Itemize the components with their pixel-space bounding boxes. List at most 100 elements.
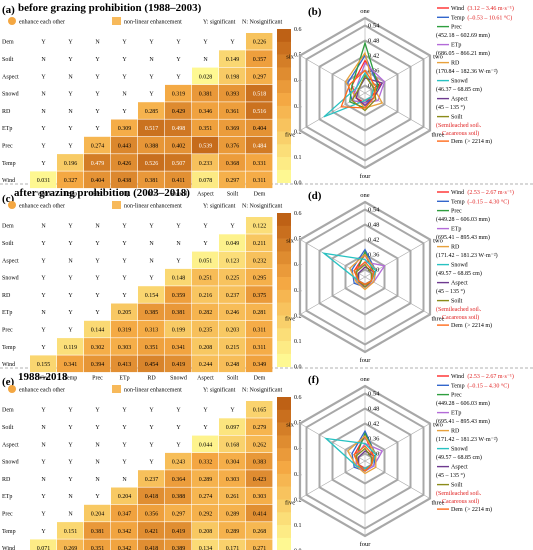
sig-mark: Y xyxy=(41,143,46,149)
heat-cell xyxy=(138,355,165,373)
heat-cell-value: 0.361 xyxy=(226,109,240,115)
heat-cell-value: 0.351 xyxy=(91,546,105,550)
sig-mark: Y xyxy=(122,293,127,299)
legend-series-name: Snowd xyxy=(451,447,468,453)
heat-cell xyxy=(246,487,273,505)
legend-series-name: Wind xyxy=(451,190,464,196)
row-label: Aspect xyxy=(2,74,19,80)
legend-series-range: (49.57 – 68.85 cm) xyxy=(436,454,482,461)
heat-cell-value: 0.271 xyxy=(253,546,267,550)
radar-axis-label: six xyxy=(286,422,294,429)
col-label: Dem xyxy=(254,376,266,382)
radar-0: (b)0.540.480.420.360.30onetwothreefourfi… xyxy=(285,5,514,180)
sig-mark: Y xyxy=(149,442,154,448)
row-label: Prec xyxy=(2,511,13,517)
legend-nonlinear: non-linear enhancement xyxy=(124,388,182,394)
heat-cell xyxy=(246,401,273,418)
heat-cell-value: 0.375 xyxy=(253,293,267,299)
colorbar-step xyxy=(277,93,291,107)
heat-cell-value: 0.289 xyxy=(226,511,240,517)
sig-mark: N xyxy=(122,477,127,483)
heat-cell-value: 0.171 xyxy=(226,546,240,550)
sig-mark: Y xyxy=(122,241,127,247)
row-label: Snowd xyxy=(2,460,19,466)
colorbar-step xyxy=(277,525,291,539)
legend-series-name: Prec xyxy=(451,393,462,399)
radar-spoke xyxy=(299,92,366,131)
heat-cell-value: 0.243 xyxy=(172,460,186,466)
sig-mark: N xyxy=(203,57,208,63)
colorbar-step xyxy=(277,251,291,265)
heat-cell xyxy=(219,470,246,487)
sig-mark: Y xyxy=(230,408,235,414)
heat-cell-value: 0.332 xyxy=(199,460,213,466)
sig-mark: Y xyxy=(41,293,46,299)
heat-cell-value: 0.251 xyxy=(199,276,213,282)
row-label: Dem xyxy=(2,408,14,414)
radar-tick: 0.48 xyxy=(368,38,379,45)
sig-mark: N xyxy=(41,442,46,448)
heat-cell xyxy=(84,320,111,338)
colorbar-step xyxy=(277,315,291,329)
heat-cell-value: 0.311 xyxy=(253,327,266,333)
sig-mark: Y xyxy=(203,224,208,230)
row-label: Soilt xyxy=(2,57,14,63)
heat-cell-value: 0.028 xyxy=(199,74,213,80)
heat-cell xyxy=(246,435,273,453)
radar-tick: 0.48 xyxy=(368,406,379,413)
sig-mark: N xyxy=(41,109,46,115)
heat-cell-value: 0.311 xyxy=(253,345,266,351)
sig-mark: Y xyxy=(149,276,154,282)
col-label: Aspect xyxy=(197,376,214,382)
heat-cell xyxy=(84,539,111,550)
legend-series-name: Snowd xyxy=(451,263,468,269)
radar-axis-label: six xyxy=(286,54,294,61)
row-label: Wind xyxy=(2,546,15,550)
heat-cell-value: 0.261 xyxy=(226,494,240,500)
heat-cell-value: 0.507 xyxy=(172,161,186,167)
sig-mark: Y xyxy=(122,224,127,230)
heat-cell xyxy=(57,154,84,171)
heat-cell-value: 0.199 xyxy=(172,327,186,333)
sig-mark: Y xyxy=(95,408,100,414)
legend-series-name: ETp xyxy=(451,411,461,417)
sig-mark: Y xyxy=(176,408,181,414)
heat-cell-value: 0.297 xyxy=(226,178,240,184)
heat-cell xyxy=(192,286,219,303)
sig-mark: N xyxy=(149,241,154,247)
legend-series-range: (–0.15 – 4.30 °C) xyxy=(467,198,509,205)
heat-cell xyxy=(246,268,273,286)
legend-series-name: Wind xyxy=(451,374,464,380)
heat-cell xyxy=(192,522,219,539)
row-label: Temp xyxy=(2,529,16,535)
heat-cell-value: 0.226 xyxy=(253,40,267,46)
heat-cell-value: 0.205 xyxy=(118,310,132,316)
legend-series-name: RD xyxy=(451,429,460,435)
heat-cell xyxy=(219,539,246,550)
sig-mark: Y xyxy=(41,494,46,500)
row-label: Temp xyxy=(2,345,16,351)
col-label: Prec xyxy=(92,376,103,382)
colorbar-step xyxy=(277,537,291,550)
heat-cell xyxy=(165,268,192,286)
legend-series-name: Aspect xyxy=(451,465,468,471)
colorbar-step xyxy=(277,169,291,183)
sig-mark: N xyxy=(95,460,100,466)
heat-cell xyxy=(138,470,165,487)
legend-series-range: (Semileached soil、 xyxy=(436,122,485,129)
sig-mark: N xyxy=(41,477,46,483)
sig-mark: Y xyxy=(122,460,127,466)
radar-axis-label: three xyxy=(431,132,444,139)
heat-cell-value: 0.319 xyxy=(172,92,186,98)
sig-mark: N xyxy=(95,477,100,483)
legend-nonlinear: non-linear enhancement xyxy=(124,204,182,210)
colorbar-tick: 0.1 xyxy=(294,523,302,529)
legend-series-range: (Semileached soil、 xyxy=(436,306,485,313)
sig-mark: Y xyxy=(122,258,127,264)
heat-cell-value: 0.274 xyxy=(199,494,213,500)
row-label: Wind xyxy=(2,362,15,368)
heat-cell-value: 0.383 xyxy=(253,460,267,466)
heat-cell xyxy=(246,338,273,355)
legend-significant: Y: significant xyxy=(203,387,236,394)
